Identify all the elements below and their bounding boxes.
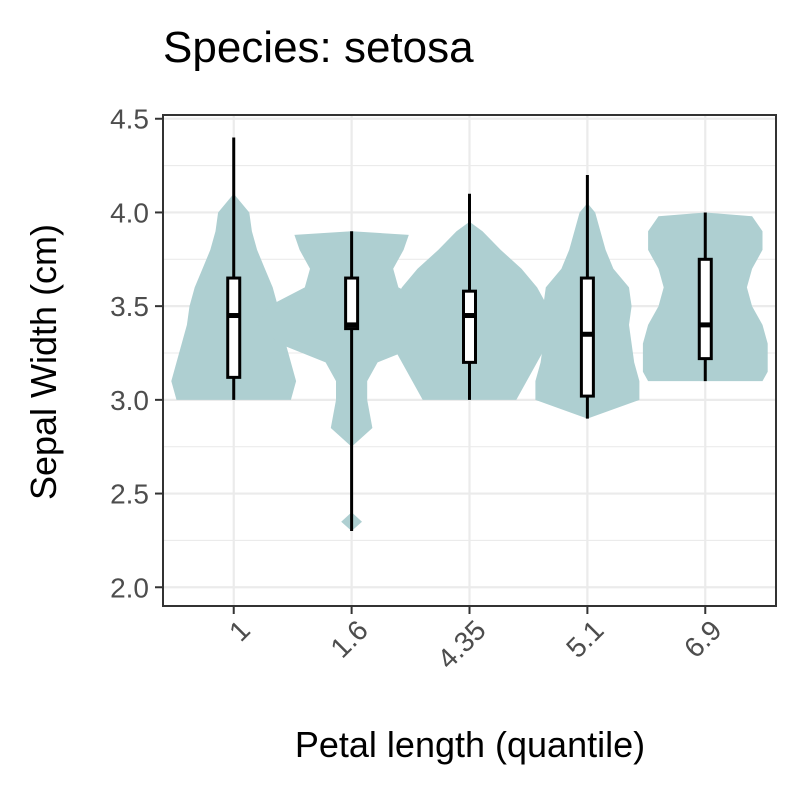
box-5.1	[579, 276, 595, 398]
y-axis: 2.0 2.5 3.0 3.5 4.0 4.5	[110, 104, 163, 603]
y-tick-label: 4.0	[110, 197, 149, 228]
box-4.35	[462, 289, 477, 364]
y-tick-label: 3.0	[110, 385, 149, 416]
x-tick-label: 5.1	[560, 614, 609, 663]
x-tick-label: 1	[223, 614, 256, 647]
y-tick-label: 2.5	[110, 479, 149, 510]
box-1.6	[344, 276, 360, 331]
x-axis: 1 1.6 4.35 5.1 6.9	[223, 606, 728, 675]
box-1	[226, 276, 242, 379]
boxplots	[226, 137, 713, 532]
y-tick-label: 2.0	[110, 572, 149, 603]
y-axis-title: Sepal Width (cm)	[23, 224, 64, 500]
chart-title: Species: setosa	[163, 23, 474, 72]
x-axis-title: Petal length (quantile)	[295, 724, 645, 765]
x-tick-label: 6.9	[678, 614, 727, 663]
x-tick-label: 1.6	[324, 614, 373, 663]
y-tick-label: 4.5	[110, 104, 149, 135]
y-tick-label: 3.5	[110, 291, 149, 322]
box-6.9	[697, 257, 713, 361]
x-tick-label: 4.35	[431, 614, 491, 674]
